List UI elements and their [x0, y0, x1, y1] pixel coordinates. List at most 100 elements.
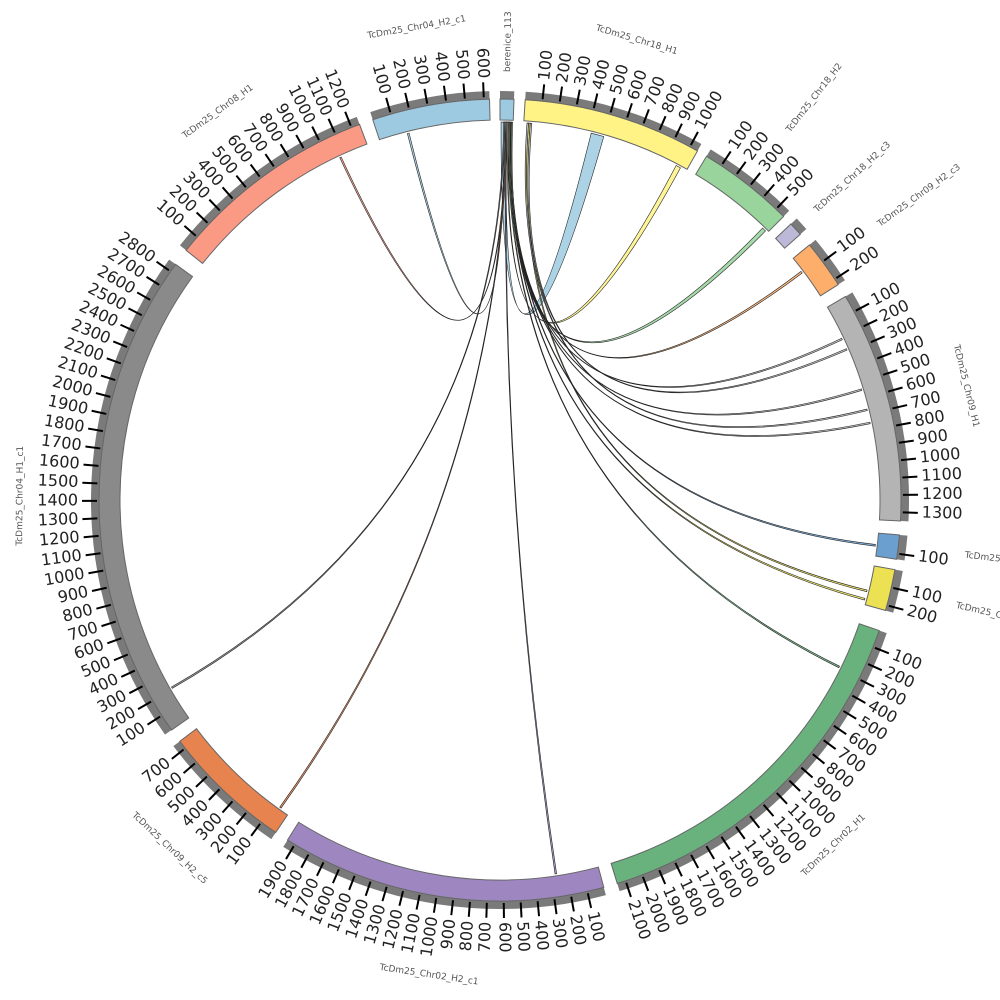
link-ribbon	[407, 121, 507, 315]
tick-label: 500	[452, 48, 474, 80]
tick-mark	[586, 893, 593, 909]
tick-mark	[870, 335, 886, 344]
link-ribbon	[524, 122, 868, 429]
tick-mark	[899, 552, 915, 557]
tick-label: 200	[552, 51, 575, 84]
tick-mark	[863, 318, 878, 328]
tick-mark	[642, 109, 650, 124]
link-ribbon	[504, 121, 557, 875]
tick-mark	[902, 475, 918, 479]
tick-mark	[385, 97, 392, 113]
tick-mark	[762, 804, 775, 817]
segment-arc[interactable]	[185, 123, 368, 265]
segment-label: TcDm25_Chr02_H2_c1	[378, 963, 479, 988]
tick-mark	[882, 369, 898, 376]
link-ribbon	[506, 121, 681, 324]
tick-label: 1200	[922, 484, 963, 504]
tick-mark	[249, 163, 261, 178]
tick-band	[173, 741, 276, 840]
tick-mark	[812, 753, 826, 765]
tick-band	[179, 116, 360, 251]
segment-arc[interactable]	[610, 623, 880, 885]
tick-label: 500	[513, 921, 534, 952]
tick-mark	[295, 134, 305, 149]
tick-label: 1000	[919, 444, 961, 467]
link-ribbon	[510, 121, 803, 359]
tick-mark	[450, 900, 455, 916]
segment-arc[interactable]	[826, 295, 902, 522]
tick-mark	[674, 123, 683, 138]
tick-label: 400	[431, 50, 454, 83]
tick-mark	[398, 890, 405, 906]
tick-mark	[146, 715, 161, 726]
tick-mark	[113, 653, 129, 662]
segment-arc[interactable]	[864, 565, 896, 612]
tick-mark	[705, 845, 715, 860]
tick-mark	[800, 766, 814, 779]
tick-band	[500, 91, 515, 100]
link-ribbon	[507, 121, 840, 669]
tick-mark	[776, 792, 788, 805]
tick-mark	[558, 86, 564, 102]
segment-arc[interactable]	[98, 263, 194, 731]
tick-mark	[720, 836, 731, 850]
tick-mark	[221, 800, 234, 814]
tick-mark	[264, 153, 275, 168]
tick-mark	[95, 392, 111, 398]
tick-mark	[721, 150, 732, 165]
tick-mark	[300, 854, 310, 869]
tick-mark	[833, 724, 847, 735]
link-ribbon	[509, 121, 876, 547]
tick-mark	[83, 463, 99, 467]
link-ribbon	[509, 121, 863, 416]
tick-label: 1200	[38, 527, 80, 550]
segment-label: TcDm25_Chr04_H2_c2	[954, 601, 1000, 633]
tick-mark	[690, 854, 700, 869]
tick-mark	[553, 899, 558, 915]
segment-arc[interactable]	[774, 223, 802, 249]
segment-arc[interactable]	[792, 244, 839, 297]
tick-mark	[750, 172, 761, 186]
tick-mark	[823, 250, 837, 262]
tick-band	[370, 91, 490, 120]
tick-label: 1400	[37, 490, 78, 509]
segment-arc[interactable]	[875, 532, 901, 560]
tick-mark	[100, 374, 116, 382]
segment-arc[interactable]	[695, 155, 785, 233]
tick-mark	[482, 82, 485, 98]
tick-label: 800	[456, 920, 477, 952]
tick-mark	[625, 882, 632, 898]
segment-label: TcDm25_Chr04_H1_c1	[15, 446, 26, 547]
tick-mark	[279, 143, 290, 158]
tick-label: 100	[534, 49, 556, 81]
segment-arc[interactable]	[523, 99, 699, 170]
tick-mark	[749, 815, 761, 829]
tick-mark	[155, 260, 170, 272]
tick-mark	[331, 868, 340, 884]
tick-label: 300	[549, 917, 572, 950]
segment-arc[interactable]	[372, 98, 491, 141]
tick-label: 1300	[922, 502, 963, 522]
tick-mark	[423, 88, 429, 104]
segment-arc[interactable]	[286, 821, 605, 902]
link-ribbon	[339, 121, 508, 321]
tick-mark	[112, 340, 128, 349]
tick-mark	[91, 586, 107, 593]
tick-mark	[83, 534, 99, 539]
tick-mark	[735, 826, 746, 840]
tick-mark	[128, 307, 143, 317]
tick-mark	[432, 897, 438, 913]
segment-label: TcDm25_Chr18_H1	[594, 23, 679, 57]
segment-arc[interactable]	[179, 727, 289, 834]
segment-arc[interactable]	[499, 98, 515, 121]
tick-label: 900	[437, 918, 459, 951]
tick-mark	[541, 84, 546, 100]
segment-label: TcDm25_Chr09_H2_c3	[875, 163, 962, 230]
link-ribbon	[509, 121, 843, 388]
link-ribbon	[500, 121, 605, 315]
links-layer	[171, 121, 876, 875]
tick-mark	[867, 663, 883, 672]
tick-label: 1500	[37, 470, 78, 491]
segment-label: TcDm25_Chr18_H2_c3	[812, 140, 893, 216]
